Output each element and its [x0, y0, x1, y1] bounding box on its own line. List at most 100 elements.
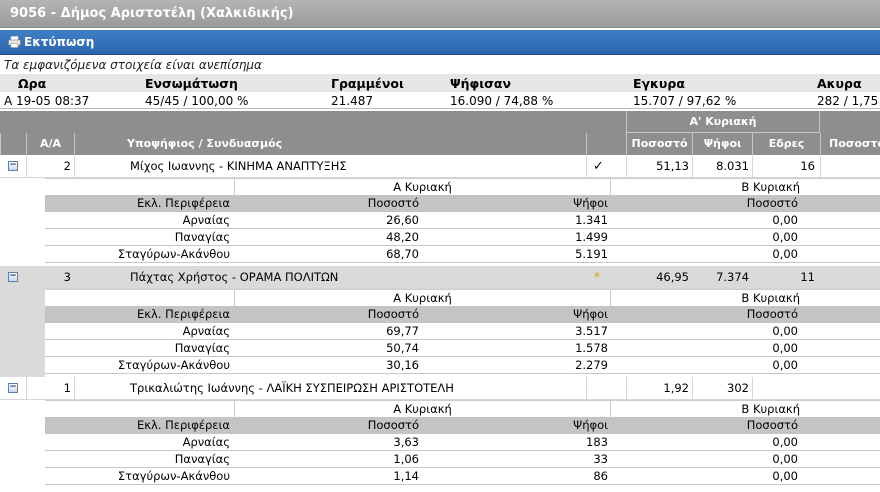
cell-text: 68,70 — [386, 247, 419, 261]
region-header: Εκλ. Περιφέρεια Ποσοστό Ψήφοι Ποσοστό — [45, 306, 880, 323]
collapse-icon[interactable]: − — [8, 382, 18, 393]
region-row: Αρναίας 26,60 1.341 0,00 — [45, 212, 880, 229]
round-a-label: Α Κυριακή — [234, 401, 610, 418]
group-gutter — [0, 155, 45, 267]
cell-text: Αρναίας — [182, 435, 230, 449]
region-header: Εκλ. Περιφέρεια Ποσοστό Ψήφοι Ποσοστό — [45, 195, 880, 212]
region-row: Σταγύρων-Ακάνθου 30,16 2.279 0,00 — [45, 357, 880, 374]
value-voted: 16.090 / 74,88 % — [450, 94, 554, 108]
region-row: Σταγύρων-Ακάνθου 1,14 86 0,00 — [45, 468, 880, 485]
candidate-aa: 1 — [63, 381, 71, 395]
cell-text: 1,06 — [393, 452, 419, 466]
candidate-name: Πάχτας Χρήστος - ΟΡΑΜΑ ΠΟΛΙΤΩΝ — [130, 270, 339, 284]
cell-text: 0,00 — [772, 247, 798, 261]
cell-text: 30,16 — [386, 358, 419, 372]
candidate-votes: 7.374 — [716, 270, 749, 284]
cell-text: Ποσοστό — [746, 196, 798, 210]
cell-text: Παναγίας — [174, 230, 230, 244]
elected-check-icon: ✓ — [593, 159, 604, 174]
cell-text: Αρναίας — [182, 213, 230, 227]
summary-values: A 19-05 08:37 45/45 / 100,00 % 21.487 16… — [0, 92, 880, 109]
cell-text: Ποσοστό — [367, 307, 419, 321]
candidate-row[interactable]: − 3 Πάχτας Χρήστος - ΟΡΑΜΑ ΠΟΛΙΤΩΝ * 46,… — [0, 266, 880, 289]
cell-text: Παναγίας — [174, 452, 230, 466]
cell-text: Παναγίας — [174, 341, 230, 355]
col-aa[interactable]: Α/Α — [26, 133, 74, 155]
cell-text: 5.191 — [575, 247, 608, 261]
round-a-header: Α' Κυριακή — [626, 111, 820, 133]
cell-text: 183 — [586, 435, 608, 449]
cell-text: 1.499 — [575, 230, 608, 244]
value-invalid: 282 / 1,75 — [817, 94, 879, 108]
round-b-label: Β Κυριακή — [610, 290, 800, 307]
region-row: Παναγίας 1,06 33 0,00 — [45, 451, 880, 468]
header-invalid: Ακυρα — [817, 76, 862, 91]
cell-text: Ποσοστό — [746, 418, 798, 432]
cell-text: Εκλ. Περιφέρεια — [136, 196, 230, 210]
candidate-row[interactable]: − 1 Τρικαλιώτης Ιωάννης - ΛΑΪΚΗ ΣΥΣΠΕΙΡΩ… — [0, 377, 880, 400]
region-row: Αρναίας 69,77 3.517 0,00 — [45, 323, 880, 340]
cell-text: 48,20 — [386, 230, 419, 244]
col-pct[interactable]: Ποσοστό — [626, 133, 692, 155]
region-header: Εκλ. Περιφέρεια Ποσοστό Ψήφοι Ποσοστό — [45, 417, 880, 434]
cell-text: Αρναίας — [182, 324, 230, 338]
region-row: Παναγίας 48,20 1.499 0,00 — [45, 229, 880, 246]
cell-text: 1.341 — [575, 213, 608, 227]
col-expand — [0, 133, 26, 155]
col-pct-2[interactable]: Ποσοστό — [820, 133, 880, 155]
candidate-votes: 8.031 — [716, 159, 749, 173]
value-integration: 45/45 / 100,00 % — [145, 94, 249, 108]
candidate-name: Τρικαλιώτης Ιωάννης - ΛΑΪΚΗ ΣΥΣΠΕΙΡΩΣΗ Α… — [130, 381, 454, 395]
summary-header: Ωρα Ενσωμάτωση Γραμμένοι Ψήφισαν Εγκυρα … — [0, 74, 880, 92]
value-valid: 15.707 / 97,62 % — [633, 94, 737, 108]
cell-text: 0,00 — [772, 358, 798, 372]
header-registered: Γραμμένοι — [331, 76, 404, 91]
cell-text: Ποσοστό — [367, 196, 419, 210]
cell-text: 26,60 — [386, 213, 419, 227]
col-votes[interactable]: Ψήφοι — [692, 133, 752, 155]
cell-text: 0,00 — [772, 341, 798, 355]
cell-text: 69,77 — [386, 324, 419, 338]
cell-text: 33 — [593, 452, 608, 466]
candidate-seats: 11 — [800, 270, 815, 284]
cell-text: Ποσοστό — [746, 307, 798, 321]
print-button[interactable]: Εκτύπωση — [24, 35, 95, 49]
region-row: Παναγίας 50,74 1.578 0,00 — [45, 340, 880, 357]
unofficial-notice: Τα εμφανιζόμενα στοιχεία είναι ανεπίσημα — [4, 58, 262, 72]
value-registered: 21.487 — [331, 94, 373, 108]
cell-text: 3.517 — [575, 324, 608, 338]
cell-text: Εκλ. Περιφέρεια — [136, 418, 230, 432]
candidate-name: Μίχος Ιωαννης - ΚΙΝΗΜΑ ΑΝΑΠΤΥΞΗΣ — [130, 159, 347, 173]
cell-text: 0,00 — [772, 435, 798, 449]
cell-text: Σταγύρων-Ακάνθου — [117, 247, 230, 261]
header-integration: Ενσωμάτωση — [145, 76, 238, 91]
candidate-pct: 51,13 — [656, 159, 689, 173]
cell-text: 3,63 — [393, 435, 419, 449]
header-valid: Εγκυρα — [633, 76, 685, 91]
collapse-icon[interactable]: − — [8, 271, 18, 282]
cell-text: 0,00 — [772, 213, 798, 227]
col-seats[interactable]: Εδρες — [752, 133, 820, 155]
cell-text: 0,00 — [772, 452, 798, 466]
candidate-seats: 16 — [800, 159, 815, 173]
cell-text: Σταγύρων-Ακάνθου — [117, 469, 230, 483]
collapse-icon[interactable]: − — [8, 160, 18, 171]
col-candidate[interactable]: Υποψήφιος / Συνδυασμός — [74, 133, 586, 155]
round-b-label: Β Κυριακή — [610, 179, 800, 196]
cell-text: 0,00 — [772, 469, 798, 483]
region-row: Σταγύρων-Ακάνθου 68,70 5.191 0,00 — [45, 246, 880, 263]
round-a-label: Α Κυριακή — [234, 179, 610, 196]
cell-text: 1.578 — [575, 341, 608, 355]
candidate-pct: 46,95 — [656, 270, 689, 284]
cell-text: Σταγύρων-Ακάνθου — [117, 358, 230, 372]
value-time: A 19-05 08:37 — [4, 94, 90, 108]
col-mark — [586, 133, 626, 155]
candidate-row[interactable]: − 2 Μίχος Ιωαννης - ΚΙΝΗΜΑ ΑΝΑΠΤΥΞΗΣ ✓ 5… — [0, 155, 880, 178]
cell-text: 0,00 — [772, 230, 798, 244]
region-row: Αρναίας 3,63 183 0,00 — [45, 434, 880, 451]
candidate-votes: 302 — [727, 381, 749, 395]
round-b-label: Β Κυριακή — [610, 401, 800, 418]
printer-icon[interactable] — [8, 36, 21, 48]
star-icon: * — [594, 270, 600, 284]
candidate-pct: 1,92 — [663, 381, 689, 395]
